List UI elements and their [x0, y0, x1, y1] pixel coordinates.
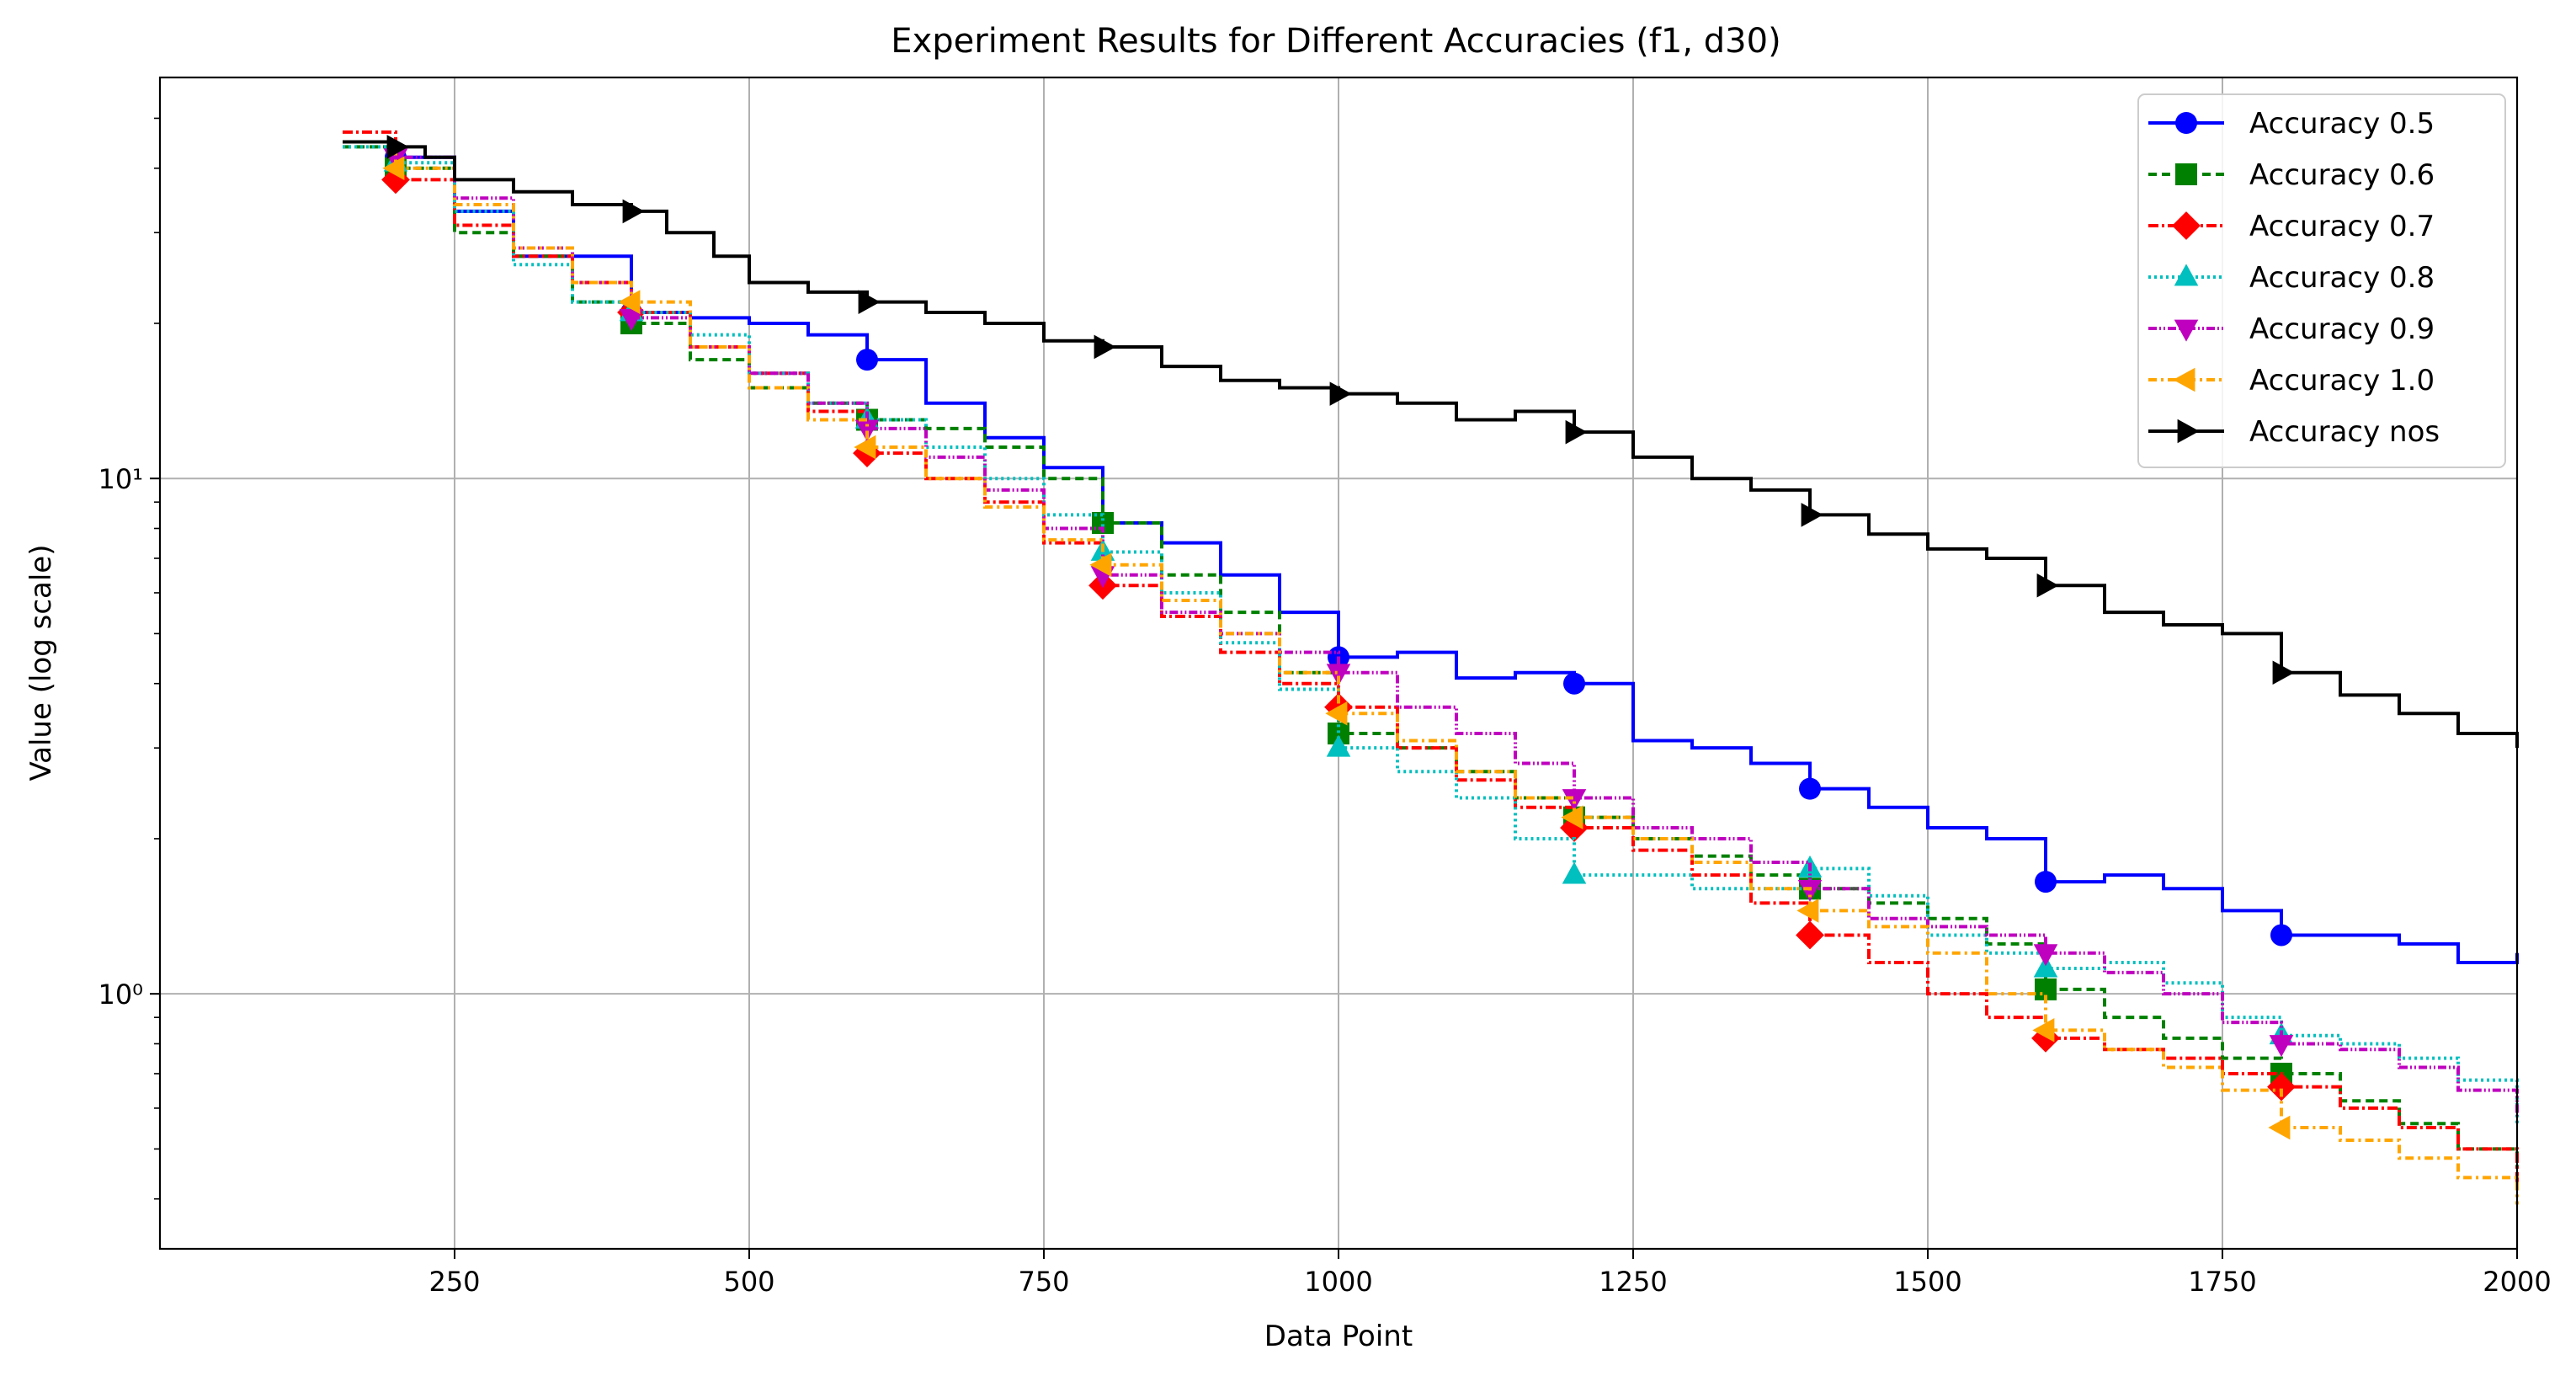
data-point-marker [1562, 861, 1587, 884]
legend-item: Accuracy 0.9 [2148, 312, 2435, 346]
legend-item: Accuracy 0.5 [2148, 107, 2435, 141]
data-point-marker [1092, 511, 1114, 534]
legend-box [2137, 93, 2506, 468]
x-tick-label: 1250 [1599, 1266, 1667, 1298]
legend-label: Accuracy 0.8 [2249, 261, 2435, 295]
x-tick-label: 2000 [2483, 1266, 2551, 1298]
data-point-marker [382, 156, 405, 181]
x-tick-label: 750 [1018, 1266, 1069, 1298]
plot-series [343, 130, 2519, 1205]
x-tick-label: 1500 [1893, 1266, 1961, 1298]
data-point-marker [2032, 1018, 2055, 1043]
legend-item: Accuracy nos [2148, 415, 2440, 449]
data-point-marker [858, 290, 881, 314]
data-point-marker [618, 290, 641, 314]
data-point-marker [1325, 701, 1348, 726]
legend-marker [2174, 319, 2199, 342]
series-line [343, 140, 2519, 965]
data-point-marker [2036, 573, 2059, 598]
legend-marker [2177, 419, 2200, 444]
legend-label: Accuracy 0.6 [2249, 158, 2435, 192]
data-point-marker [2272, 660, 2295, 685]
legend-item: Accuracy 0.7 [2148, 210, 2435, 243]
y-tick-label: 10¹ [98, 463, 143, 495]
series-1 [343, 140, 2519, 965]
data-point-marker [386, 135, 409, 159]
data-point-marker [1797, 879, 1823, 902]
data-point-marker [1326, 734, 1351, 757]
data-point-marker [854, 435, 876, 460]
data-point-marker [1562, 789, 1587, 812]
data-point-marker [2270, 924, 2292, 947]
x-tick-label: 500 [723, 1266, 774, 1298]
y-axis-label: Value (log scale) [24, 545, 58, 781]
data-point-marker [1799, 777, 1821, 800]
legend-item: Accuracy 1.0 [2148, 364, 2435, 397]
legend-marker [2174, 264, 2199, 286]
legend-item: Accuracy 0.8 [2148, 261, 2435, 295]
data-point-marker [1094, 334, 1116, 360]
x-tick-label: 1000 [1304, 1266, 1372, 1298]
data-point-marker [1565, 419, 1588, 445]
data-point-marker [2033, 955, 2058, 978]
legend-label: Accuracy 0.7 [2249, 210, 2435, 243]
data-point-marker [2033, 944, 2058, 967]
data-point-marker [2035, 871, 2057, 893]
data-point-marker [1326, 664, 1351, 686]
data-point-marker [1796, 899, 1819, 923]
x-tick-label: 250 [428, 1266, 480, 1298]
legend-label: Accuracy 0.9 [2249, 312, 2435, 346]
legend-label: Accuracy 0.5 [2249, 107, 2435, 141]
legend: Accuracy 0.5 Accuracy 0.6 Accuracy 0.7 Accu… [2137, 93, 2506, 468]
legend-marker [2173, 367, 2195, 392]
data-point-marker [1561, 805, 1583, 829]
data-point-marker [2269, 1035, 2294, 1058]
series-line [343, 140, 2519, 749]
data-point-marker [381, 165, 410, 195]
data-point-marker [2268, 1115, 2291, 1140]
data-point-marker [2031, 1024, 2060, 1053]
data-point-marker [1801, 503, 1823, 527]
data-point-marker [622, 199, 645, 224]
data-point-marker [619, 309, 644, 332]
series-6 [343, 140, 2519, 1205]
legend-marker [2175, 163, 2197, 185]
data-point-marker [1329, 381, 1352, 406]
data-point-marker [2267, 1072, 2296, 1101]
data-point-marker [1089, 552, 1112, 578]
axes: 250 500 750 1000 1250 1500 1750 2000 10⁰ 10¹ [98, 117, 2552, 1298]
x-axis-label: Data Point [1264, 1320, 1413, 1353]
chart-title: Experiment Results for Different Accurac… [891, 22, 1780, 61]
legend-label: Accuracy nos [2249, 415, 2440, 449]
data-point-marker [1563, 672, 1585, 695]
series-7 [343, 135, 2519, 749]
legend-item: Accuracy 0.6 [2148, 158, 2435, 192]
legend-marker [2172, 211, 2201, 240]
data-point-marker [1796, 920, 1824, 950]
legend-marker [2175, 112, 2197, 134]
x-tick-label: 1750 [2188, 1266, 2256, 1298]
data-point-marker [1328, 723, 1349, 745]
legend-label: Accuracy 1.0 [2249, 364, 2435, 397]
y-tick-label: 10⁰ [98, 979, 143, 1011]
data-point-marker [856, 349, 878, 371]
